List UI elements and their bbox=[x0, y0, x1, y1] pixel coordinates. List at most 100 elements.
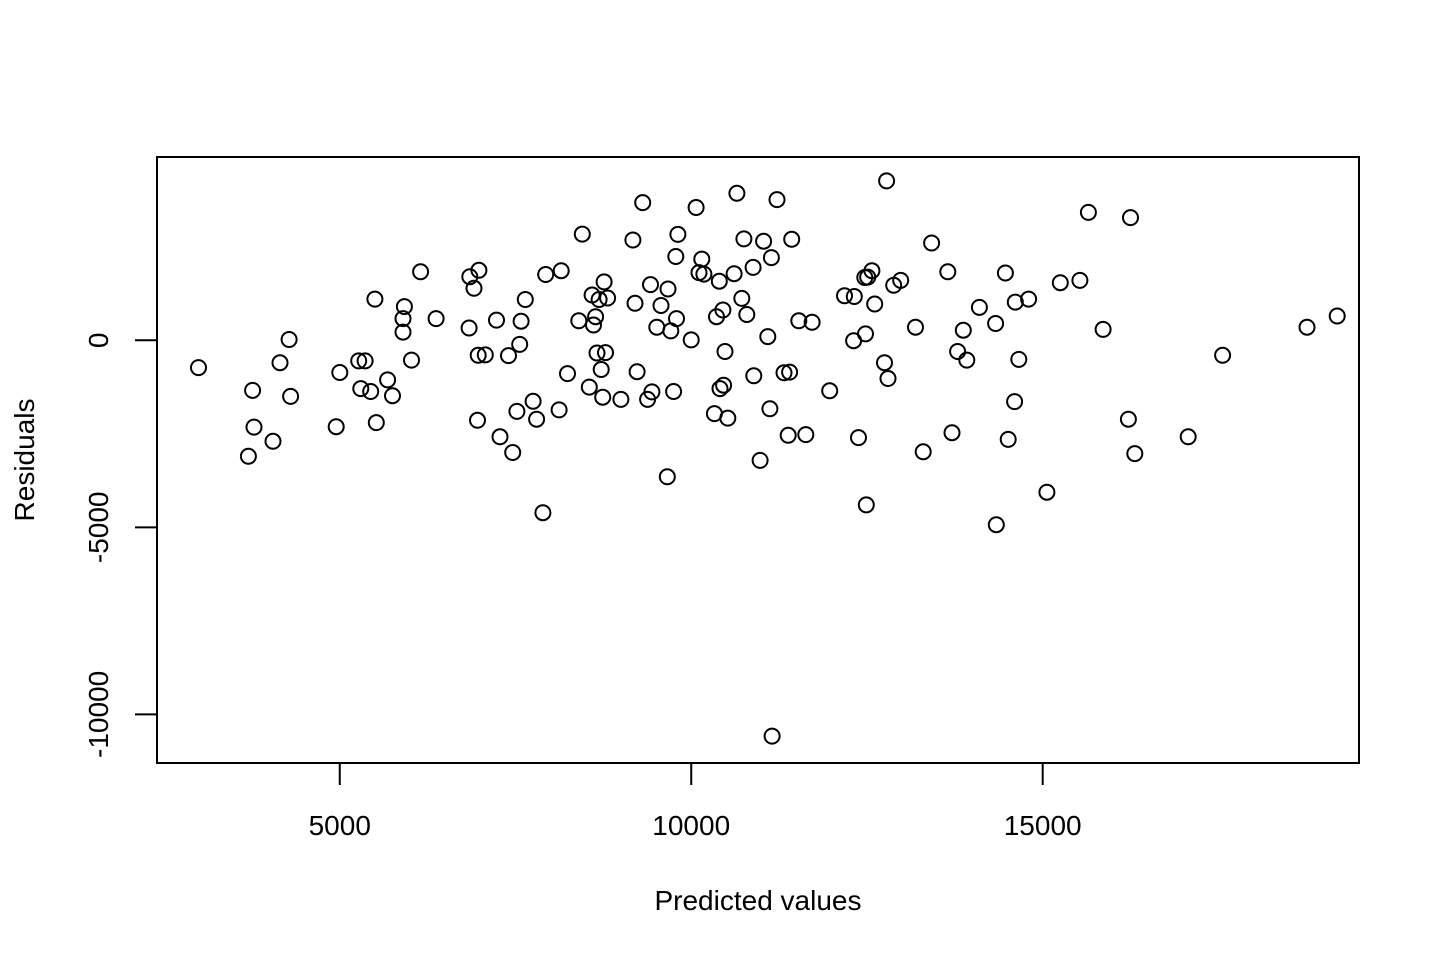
data-point bbox=[949, 343, 967, 360]
y-axis: 0 -5000 -10000 bbox=[83, 333, 158, 758]
data-point bbox=[1214, 346, 1232, 364]
data-point bbox=[537, 266, 555, 283]
data-point bbox=[384, 387, 401, 405]
data-point bbox=[768, 191, 786, 209]
data-point bbox=[395, 298, 413, 316]
data-point bbox=[264, 432, 282, 450]
data-point bbox=[943, 424, 961, 442]
data-point bbox=[958, 351, 976, 369]
data-point bbox=[711, 380, 729, 398]
data-point bbox=[687, 199, 705, 216]
data-point bbox=[1006, 393, 1024, 411]
data-point bbox=[465, 279, 483, 297]
data-point bbox=[412, 263, 430, 281]
data-point bbox=[658, 468, 676, 486]
data-point bbox=[362, 383, 380, 400]
data-point bbox=[550, 401, 568, 419]
data-point bbox=[716, 343, 734, 360]
data-point bbox=[594, 388, 612, 406]
data-point bbox=[1079, 203, 1097, 221]
data-point bbox=[1071, 271, 1089, 289]
data-point bbox=[693, 250, 711, 268]
data-point bbox=[892, 271, 910, 289]
data-point bbox=[280, 331, 298, 348]
data-point bbox=[735, 230, 753, 248]
y-tick-label: -10000 bbox=[83, 671, 114, 758]
data-point bbox=[1094, 320, 1112, 338]
data-point bbox=[797, 426, 815, 444]
data-point bbox=[592, 361, 610, 378]
data-point bbox=[845, 288, 863, 305]
data-point bbox=[682, 331, 700, 349]
data-point bbox=[987, 516, 1005, 534]
data-point bbox=[624, 231, 642, 249]
data-point bbox=[469, 346, 487, 364]
data-point bbox=[470, 261, 488, 279]
data-point bbox=[1038, 483, 1056, 501]
y-tick-label: 0 bbox=[83, 333, 114, 349]
data-point bbox=[524, 392, 542, 410]
data-point bbox=[652, 297, 670, 314]
data-point bbox=[587, 308, 605, 326]
data-point bbox=[710, 272, 728, 290]
data-point bbox=[394, 310, 412, 328]
data-point bbox=[744, 258, 762, 276]
data-point bbox=[590, 291, 608, 308]
data-point bbox=[659, 280, 677, 298]
data-point bbox=[628, 363, 646, 381]
data-point bbox=[751, 451, 769, 469]
data-points bbox=[190, 172, 1346, 745]
data-point bbox=[761, 400, 779, 418]
data-point bbox=[1126, 445, 1144, 463]
data-point bbox=[356, 352, 374, 370]
data-point bbox=[779, 426, 797, 444]
data-point bbox=[863, 262, 881, 280]
data-point bbox=[642, 276, 659, 294]
data-point bbox=[239, 447, 257, 465]
data-point bbox=[665, 383, 683, 400]
data-point bbox=[914, 443, 932, 461]
data-point bbox=[715, 376, 733, 394]
data-point bbox=[878, 172, 896, 190]
data-point bbox=[954, 321, 972, 339]
data-point bbox=[190, 359, 207, 377]
data-point bbox=[245, 418, 263, 436]
data-point bbox=[667, 248, 685, 265]
data-point bbox=[775, 364, 793, 382]
data-point bbox=[612, 390, 630, 408]
data-point bbox=[476, 346, 494, 364]
data-point bbox=[327, 418, 345, 436]
data-point bbox=[534, 504, 552, 522]
data-point bbox=[759, 328, 777, 346]
data-point bbox=[803, 313, 821, 331]
data-point bbox=[783, 230, 801, 248]
data-point bbox=[1328, 307, 1346, 325]
data-point bbox=[866, 295, 884, 313]
data-point bbox=[367, 414, 385, 432]
data-point bbox=[1020, 290, 1038, 308]
data-point bbox=[469, 411, 486, 429]
data-point bbox=[282, 387, 300, 405]
data-point bbox=[403, 351, 420, 369]
data-point bbox=[512, 312, 530, 330]
data-point bbox=[695, 265, 713, 283]
data-point bbox=[923, 234, 941, 252]
data-point bbox=[745, 367, 763, 385]
x-tick-label: 5000 bbox=[309, 810, 371, 841]
data-point bbox=[394, 323, 412, 341]
data-point bbox=[648, 318, 666, 336]
data-point bbox=[763, 727, 781, 745]
data-point bbox=[528, 410, 546, 428]
data-point bbox=[500, 347, 517, 365]
data-point bbox=[331, 364, 349, 381]
data-point bbox=[907, 318, 924, 336]
data-point bbox=[836, 287, 853, 305]
plot-frame bbox=[156, 156, 1360, 764]
data-point bbox=[460, 319, 478, 337]
data-point bbox=[1298, 318, 1316, 336]
data-point bbox=[669, 225, 687, 243]
data-point bbox=[244, 381, 262, 399]
data-point bbox=[634, 194, 652, 212]
data-point bbox=[379, 371, 397, 389]
